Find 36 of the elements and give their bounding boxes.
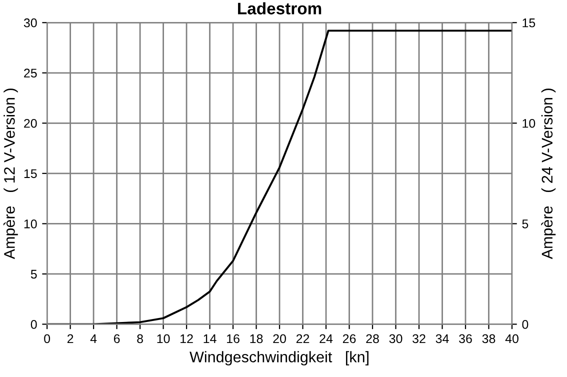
y-tick-label: 20 (24, 118, 37, 128)
chart-title: Ladestrom (238, 2, 322, 14)
x-tick-label: 6 (114, 334, 120, 344)
x-tick-label: 0 (44, 334, 50, 344)
x-tick-label: 20 (273, 334, 286, 344)
x-tick-label: 8 (137, 334, 143, 344)
x-tick-label: 30 (389, 334, 402, 344)
y2-tick-label: 10 (522, 118, 536, 128)
y2-axis-title: Ampère ( 24 V-Version ) (541, 88, 556, 260)
x-tick-label: 14 (204, 334, 216, 343)
y-tick-label: 25 (24, 68, 37, 78)
x-tick-label: 10 (157, 334, 170, 344)
x-tick-label: 24 (320, 334, 333, 343)
y-tick-label: 0 (30, 320, 37, 329)
x-tick-label: 26 (342, 334, 356, 344)
y-tick-label: 5 (30, 270, 37, 279)
x-axis-title: Windgeschwindigkeit [kn] (190, 351, 368, 366)
y-tick-label: 10 (24, 219, 37, 228)
x-tick-label: 34 (436, 334, 449, 344)
x-tick-label: 12 (180, 334, 193, 343)
y2-tick-label: 0 (522, 320, 528, 329)
x-tick-label: 38 (482, 334, 496, 344)
x-tick-label: 2 (67, 334, 74, 343)
x-tick-label: 28 (366, 334, 379, 344)
y-axis-title: Ampère ( 12 V-Version ) (3, 88, 18, 260)
y-tick-label: 30 (24, 18, 37, 28)
x-tick-label: 22 (296, 334, 310, 343)
x-tick-label: 32 (412, 334, 426, 344)
x-tick-label: 40 (505, 334, 518, 344)
x-tick-label: 36 (459, 334, 472, 344)
y2-tick-label: 15 (522, 18, 536, 28)
y-tick-label: 15 (24, 169, 37, 178)
y2-tick-label: 5 (522, 220, 528, 228)
x-tick-label: 4 (90, 334, 97, 343)
x-tick-label: 18 (250, 334, 263, 344)
x-tick-label: 16 (227, 334, 240, 344)
